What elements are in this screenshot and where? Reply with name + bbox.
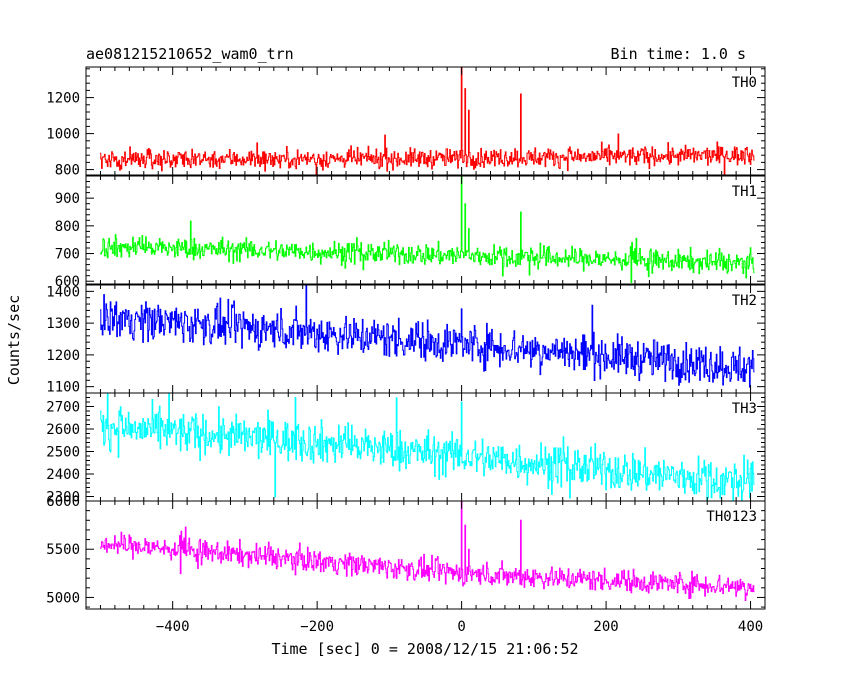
x-tick-label: 400 <box>738 619 763 635</box>
x-axis-label: Time [sec] 0 = 2008/12/15 21:06:52 <box>271 640 578 658</box>
y-tick-label: 5000 <box>46 590 80 606</box>
panel-label: TH0123 <box>706 509 757 525</box>
panel-label: TH3 <box>732 401 757 417</box>
y-tick-label: 1100 <box>46 380 80 396</box>
y-tick-label: 2500 <box>46 445 80 461</box>
y-tick-label: 6000 <box>46 494 80 510</box>
y-tick-label: 700 <box>55 247 80 263</box>
panel-label: TH1 <box>732 184 757 200</box>
x-tick-label: −200 <box>300 619 334 635</box>
series-line-th3 <box>100 393 755 501</box>
y-tick-label: 800 <box>55 219 80 235</box>
panel-frame <box>85 500 766 610</box>
y-tick-label: 1400 <box>46 284 80 300</box>
panel-th1: 600 700 800 900 TH1 <box>55 175 766 290</box>
x-tick-label: −400 <box>156 619 190 635</box>
y-tick-label: 1200 <box>46 348 80 364</box>
panel-label: TH0 <box>732 75 757 91</box>
y-tick-label: 2300 <box>46 490 80 506</box>
panel-frame <box>85 66 766 176</box>
y-tick-label: 600 <box>55 274 80 290</box>
y-tick-label: 5500 <box>46 542 80 558</box>
series-line-th0123 <box>100 501 755 602</box>
y-tick-label: 1200 <box>46 91 80 107</box>
chart-title: ae081215210652_wam0_trn <box>86 45 294 63</box>
x-tick-label: 200 <box>593 619 618 635</box>
y-tick-label: 800 <box>55 163 80 179</box>
y-tick-label: 2600 <box>46 422 80 438</box>
x-tick-label: 0 <box>457 619 465 635</box>
panels-group: 800 1000 1200 TH0 600 700 800 900 TH1 1100 1200 130… <box>46 66 766 635</box>
panel-label: TH2 <box>732 293 757 309</box>
panel-th0123: 5000 5500 6000 TH0123 −400 −200 0 200 400 <box>46 494 766 635</box>
series-line-th0 <box>100 67 755 175</box>
panel-th2: 1100 1200 1300 1400 TH2 <box>46 284 766 396</box>
y-tick-label: 2400 <box>46 467 80 483</box>
panel-th3: 2300 2400 2500 2600 2700 TH3 <box>46 392 766 506</box>
series-line-th2 <box>100 285 755 388</box>
panel-frame <box>85 175 766 285</box>
y-tick-label: 2700 <box>46 400 80 416</box>
y-tick-label: 1000 <box>46 127 80 143</box>
series-line-th1 <box>100 176 755 284</box>
y-axis-label: Counts/sec <box>5 295 23 385</box>
panel-th0: 800 1000 1200 TH0 <box>46 66 766 179</box>
y-tick-label: 900 <box>55 191 80 207</box>
y-tick-label: 1300 <box>46 316 80 332</box>
bin-time-label: Bin time: 1.0 s <box>611 45 746 63</box>
